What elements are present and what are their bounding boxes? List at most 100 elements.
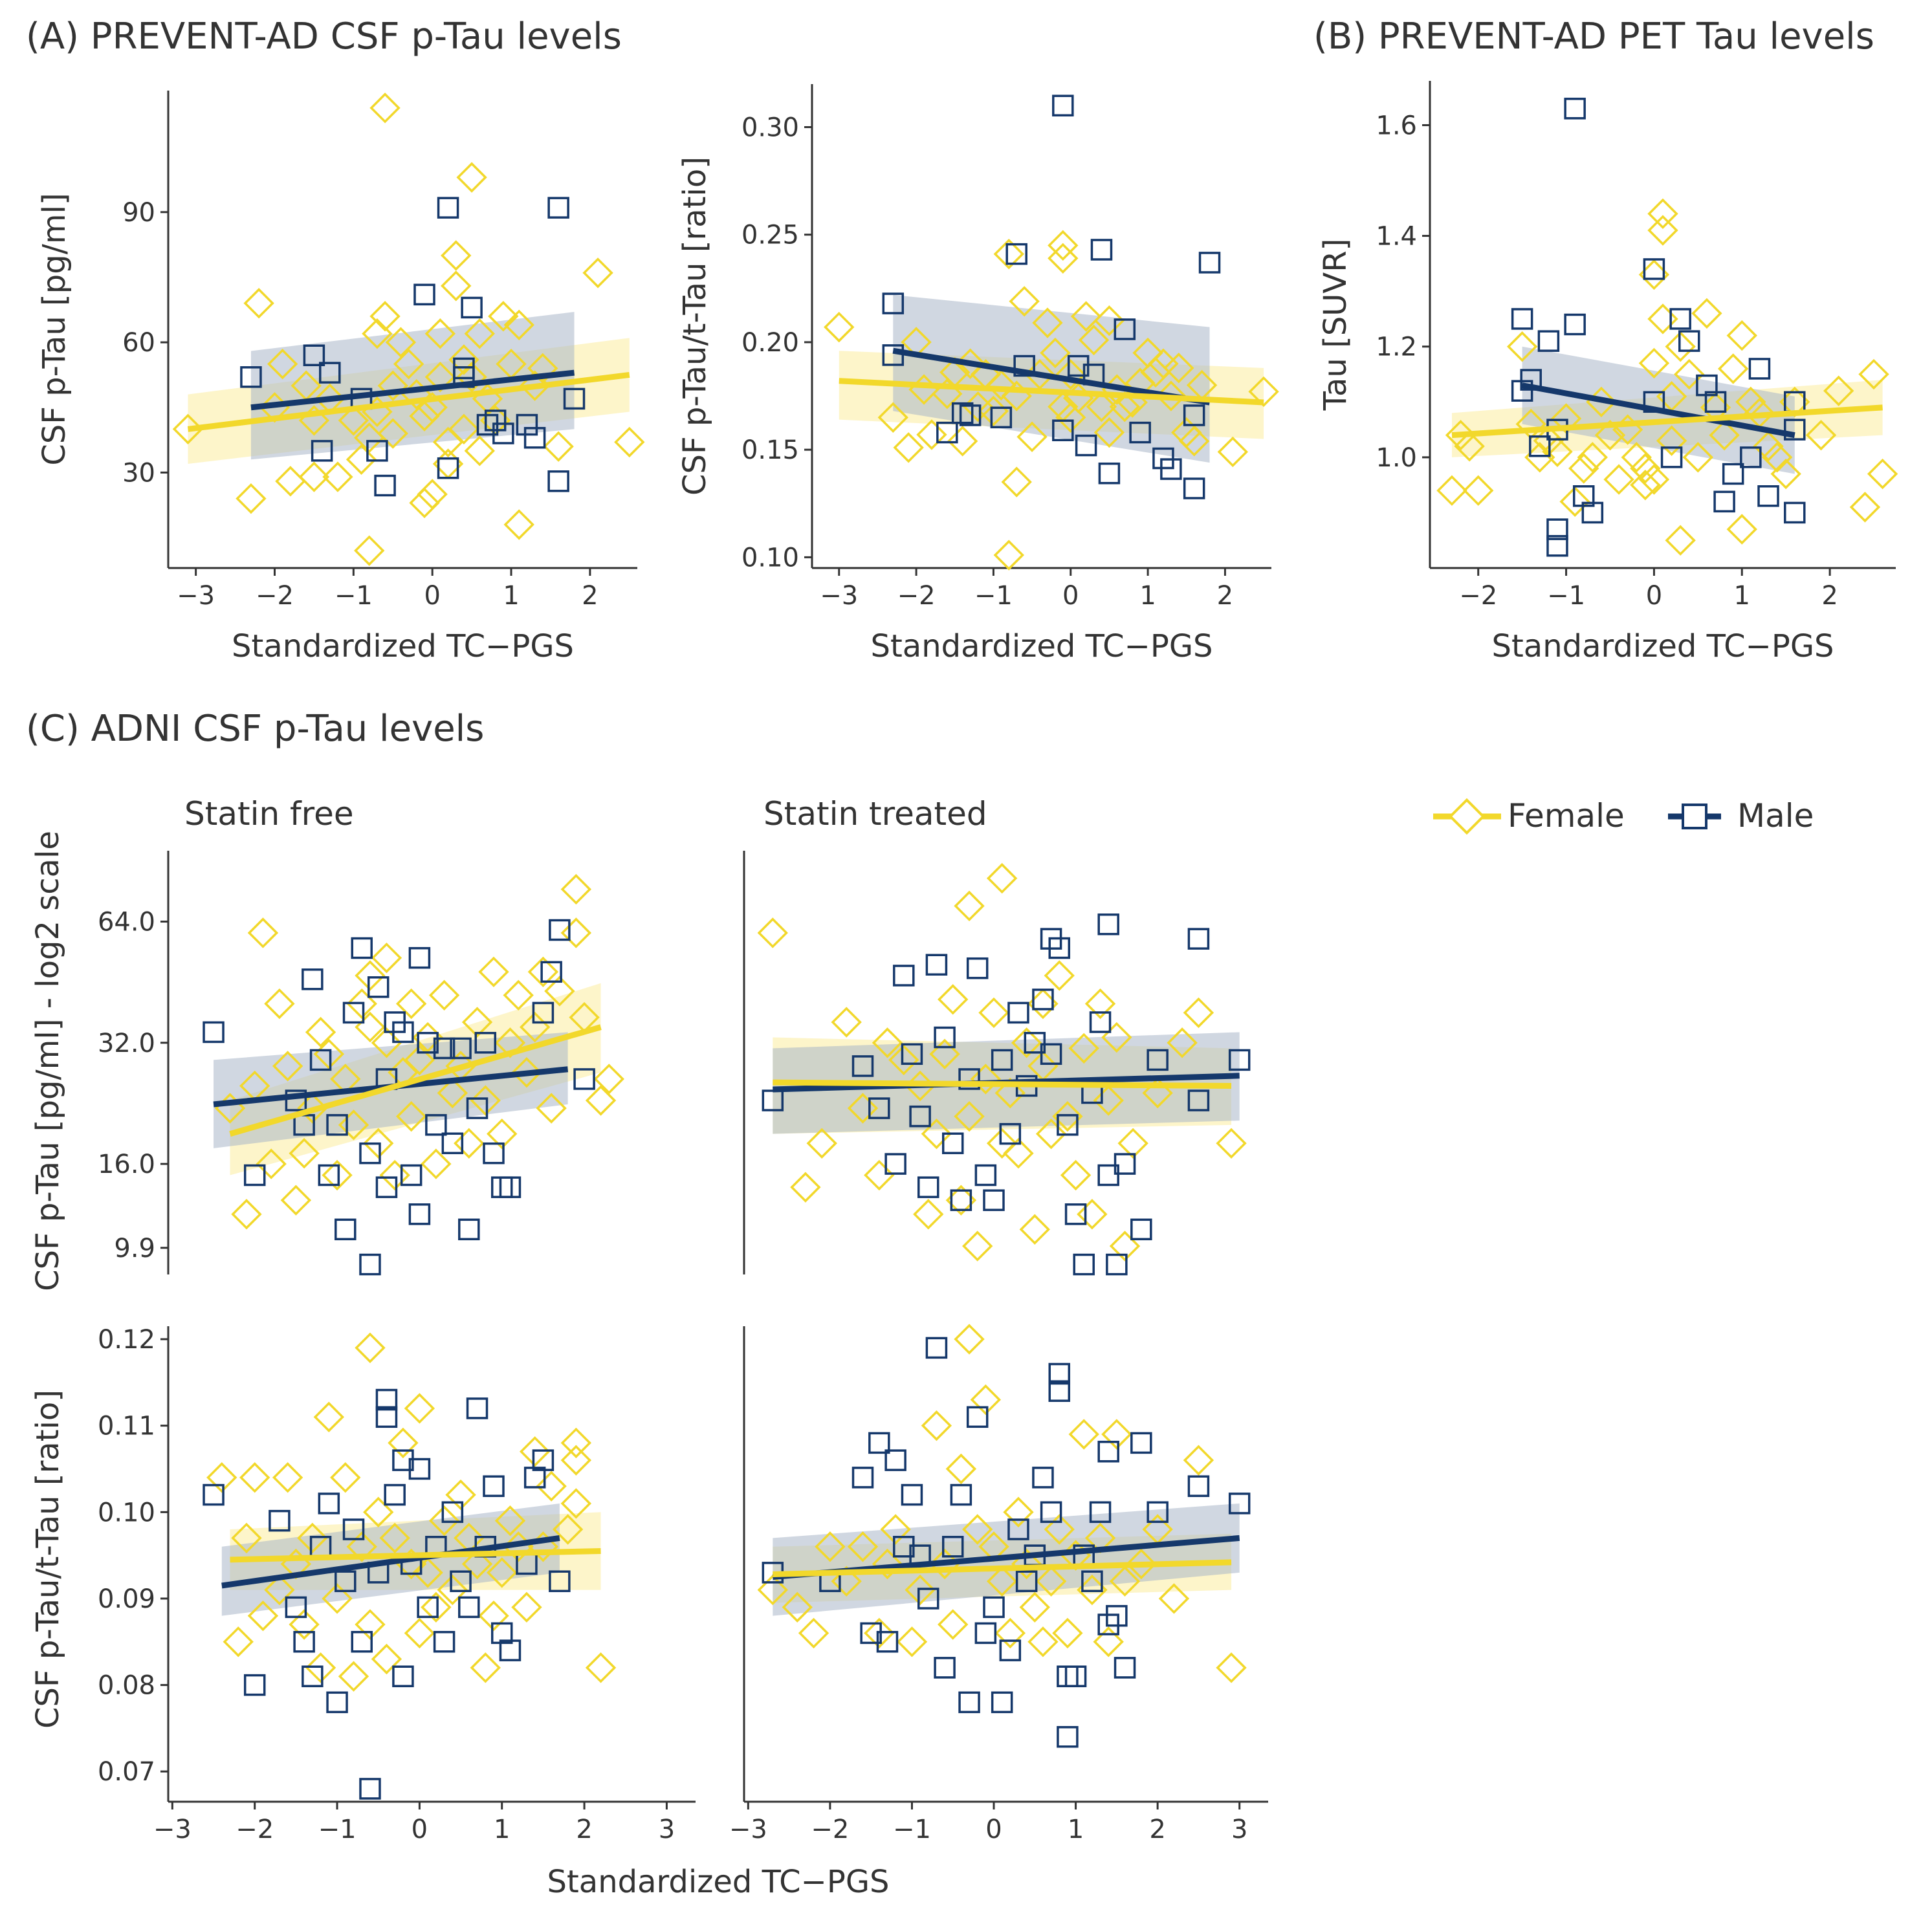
female-point [330, 1064, 361, 1095]
female-point [519, 1436, 551, 1467]
female-point [543, 431, 574, 462]
male-point [563, 388, 586, 410]
male-point [413, 283, 435, 306]
x-tick-label: 1 [1734, 581, 1750, 611]
female-point [448, 413, 479, 444]
male-point [1032, 1467, 1054, 1489]
male-point [441, 1501, 464, 1524]
male-point [458, 1596, 480, 1619]
female-point [1717, 353, 1749, 384]
male-point [901, 1483, 923, 1506]
male-point [1075, 434, 1097, 457]
male-point [1740, 446, 1762, 468]
female-point [1445, 419, 1476, 451]
male-point [959, 404, 982, 426]
female-point [1048, 243, 1079, 274]
male-point [483, 1142, 505, 1164]
male-point [490, 1622, 513, 1645]
male-point [1129, 421, 1151, 444]
male-point [549, 919, 571, 941]
male-point [991, 1691, 1013, 1714]
fit-line-female [839, 378, 1264, 406]
x-tick-label: −1 [974, 581, 1013, 611]
legend-female-label: Female [1508, 797, 1625, 835]
fit-line-male [1521, 382, 1795, 439]
fit-line-male [892, 347, 1211, 406]
fit-line-female [773, 1559, 1232, 1578]
female-point [355, 960, 386, 991]
female-point [395, 988, 427, 1020]
female-point [503, 509, 534, 540]
male-point [375, 1388, 398, 1411]
female-point [896, 1626, 928, 1657]
female-point [1779, 386, 1810, 417]
male-point [573, 1068, 595, 1090]
female-point [1163, 353, 1194, 384]
female-point [893, 432, 924, 463]
female-point [441, 240, 472, 271]
female-point [1178, 426, 1210, 457]
female-point [206, 1462, 237, 1493]
male-point [1187, 928, 1210, 950]
male-point [1057, 1114, 1079, 1136]
male-point [269, 1509, 291, 1532]
female-point [945, 1453, 977, 1485]
x-tick-label: −3 [820, 581, 858, 611]
male-point [408, 1458, 431, 1480]
y-tick-label: 0.25 [741, 221, 799, 250]
male-point [1057, 1726, 1079, 1748]
male-point [1130, 1432, 1152, 1454]
female-point [1630, 453, 1661, 484]
female-point [1186, 369, 1218, 401]
x-tick-label: −2 [897, 581, 936, 611]
legend-male-label: Male [1737, 797, 1814, 835]
chart-a1: 30 60 90 −3 −2 −1 0 1 2 Standardized TC−PGS CSF p-… [36, 91, 645, 664]
female-point [938, 1609, 969, 1640]
male-point [868, 1432, 890, 1454]
female-point [1183, 997, 1214, 1029]
x-tick-label: −1 [893, 1815, 931, 1844]
female-point [239, 1070, 270, 1102]
male-point [1228, 1492, 1251, 1514]
male-point [1147, 1049, 1169, 1071]
female-point [1216, 1652, 1247, 1683]
male-point [1669, 308, 1691, 330]
y-axis-title: Tau [SUVR] [1317, 239, 1354, 411]
y-axis-title: CSF p-Tau/t-Tau [ratio] [677, 157, 713, 496]
female-point [445, 1479, 476, 1511]
male-point [408, 946, 431, 969]
female-point [560, 917, 592, 948]
female-point [1068, 1419, 1099, 1450]
male-point [441, 1132, 464, 1155]
male-point [882, 292, 905, 314]
female-point [1167, 1027, 1198, 1058]
male-point [1130, 1218, 1152, 1241]
x-tick-label: 2 [582, 581, 598, 611]
chart-c-free-ratio: 0.07 0.08 0.09 0.10 0.11 0.12 −3 −2 −1 0 1 2 3 CSF p-… [30, 1325, 696, 1844]
fit-line-female [229, 1024, 602, 1137]
y-tick-label: 0.10 [741, 543, 799, 573]
male-point [966, 957, 989, 979]
male-point [466, 1097, 488, 1119]
y-tick-label: 0.20 [741, 328, 799, 358]
female-point [371, 942, 402, 974]
male-point [1511, 308, 1533, 330]
male-point [203, 1021, 225, 1044]
female-point [409, 487, 440, 519]
x-tick-label: −3 [729, 1815, 767, 1844]
female-point [1691, 298, 1722, 329]
female-point [280, 1185, 312, 1216]
male-point [359, 1778, 381, 1800]
female-point [1052, 1100, 1083, 1132]
female-point [1823, 375, 1854, 406]
female-point [1009, 286, 1040, 317]
male-point [549, 1570, 571, 1592]
female-point [297, 1522, 328, 1554]
female-point [487, 1118, 518, 1150]
x-tick-label: 0 [1646, 581, 1662, 611]
female-point [978, 997, 1009, 1029]
female-point [432, 448, 464, 479]
male-point [243, 1164, 266, 1186]
x-tick-label: 1 [1139, 581, 1156, 611]
